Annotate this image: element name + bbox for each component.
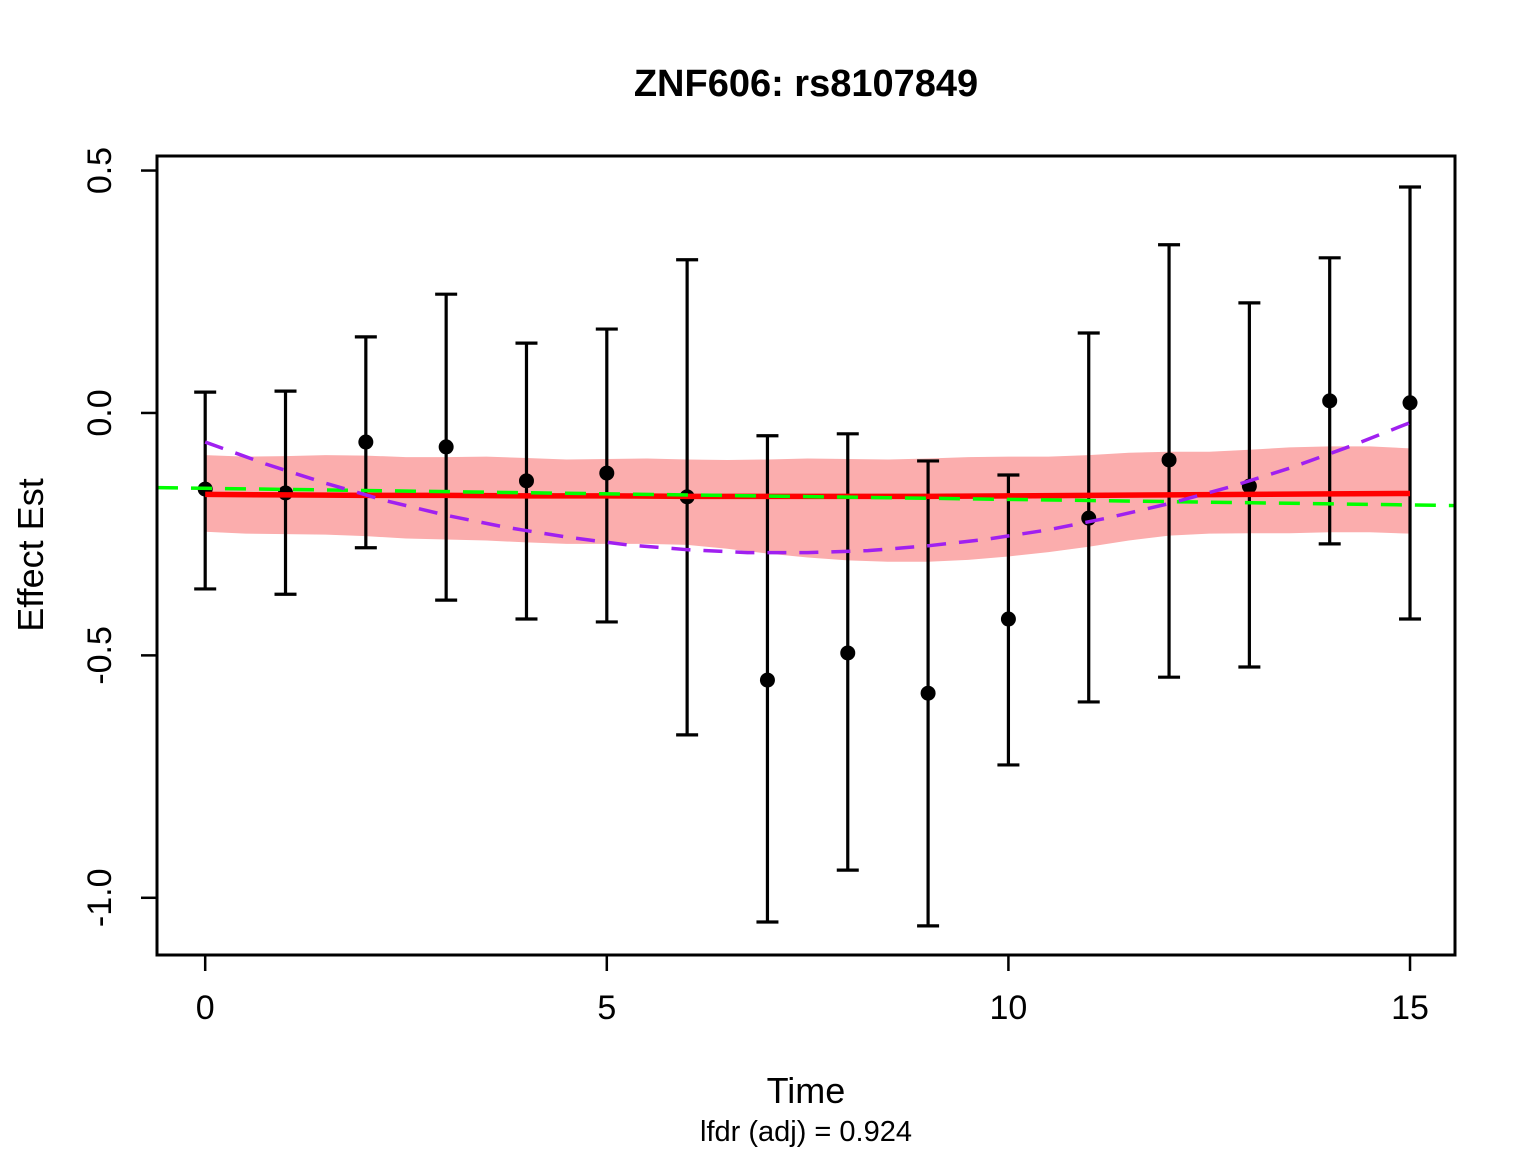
data-point: [599, 465, 615, 481]
chart-title: ZNF606: rs8107849: [634, 63, 978, 105]
x-axis-title: Time: [767, 1070, 846, 1111]
confidence-band: [205, 446, 1411, 562]
x-tick-label: 15: [1391, 989, 1429, 1027]
y-axis-title: Effect Est: [10, 478, 51, 631]
data-point: [358, 434, 374, 450]
data-point: [1322, 393, 1338, 409]
data-point: [759, 672, 775, 688]
fit-lines-layer: [156, 421, 1456, 555]
data-point: [840, 645, 856, 661]
y-tick-label: 0.5: [81, 147, 119, 194]
confidence-band-layer: [205, 446, 1411, 562]
data-point: [1000, 611, 1016, 627]
reference-line: [156, 485, 1456, 508]
trend-line: [204, 421, 1411, 555]
data-point: [438, 439, 454, 455]
y-tick-label: -0.5: [81, 626, 119, 685]
data-point: [1161, 452, 1177, 468]
x-tick-label: 10: [989, 989, 1027, 1027]
x-tick-label: 5: [597, 989, 616, 1027]
x-tick-label: 0: [196, 989, 215, 1027]
y-tick-label: -1.0: [81, 868, 119, 927]
chart-subtitle: lfdr (adj) = 0.924: [700, 1116, 912, 1148]
data-point: [1402, 395, 1418, 411]
plot-border: [155, 154, 1457, 957]
y-tick-label: 0.0: [81, 389, 119, 436]
data-point: [920, 685, 936, 701]
data-point: [518, 473, 534, 489]
axes-layer: 0 5 10 15 0.5 0.0 -0.5 -1.0: [81, 147, 1429, 1027]
